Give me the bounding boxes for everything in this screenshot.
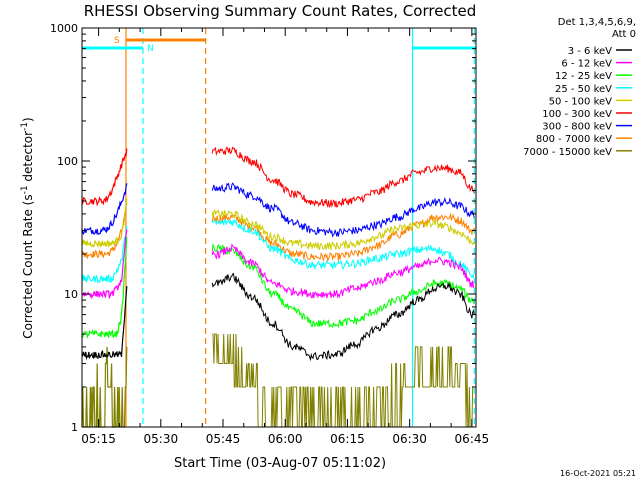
series-post-line-7: [211, 212, 475, 262]
chart-title: RHESSI Observing Summary Count Rates, Co…: [84, 2, 477, 20]
series-pre-line-5: [81, 148, 128, 207]
axes: 1 10 100 1000 05:15 05:30 05:45 06:00 06:15 06:30…: [50, 22, 489, 446]
x-tick-label-1: 05:30: [144, 432, 179, 446]
series-post-line-2: [211, 243, 475, 329]
series-post-line-0: [211, 272, 475, 362]
legend-label-2: 12 - 25 keV: [555, 71, 612, 82]
series-pre-line-0: [81, 286, 128, 361]
series-pre-line-7: [81, 202, 128, 260]
series-post-line-3: [211, 218, 475, 279]
svg-text:Corrected Count Rate (s-1 dete: Corrected Count Rate (s-1 detector-1): [20, 117, 35, 338]
x-axis-label: Start Time (03-Aug-07 05:11:02): [174, 456, 386, 471]
plot-area: SN: [81, 28, 476, 428]
series-post-line-1: [211, 243, 475, 299]
legend-header-0: Det 1,3,4,5,6,9,: [558, 17, 636, 28]
x-tick-label-0: 05:15: [81, 432, 116, 446]
legend-header-1: Att 0: [612, 29, 636, 40]
legend-label-3: 25 - 50 keV: [555, 84, 612, 95]
flag-label-0: S: [114, 36, 120, 46]
series-pre-line-6: [81, 183, 128, 235]
legend-label-8: 7000 - 15000 keV: [523, 147, 612, 158]
series-post-line-8: [212, 333, 475, 428]
y-tick-label-2: 100: [57, 155, 78, 168]
series-pre-line-3: [81, 225, 128, 284]
x-tick-label-3: 06:00: [268, 432, 303, 446]
series-pre-line-4: [81, 198, 128, 249]
plot-frame: [81, 27, 477, 428]
series-post-line-4: [211, 208, 475, 251]
x-tick-label-5: 06:30: [392, 432, 427, 446]
y-tick-label-3: 1000: [50, 22, 78, 35]
legend-label-1: 6 - 12 keV: [561, 59, 612, 70]
legend-label-6: 300 - 800 keV: [542, 122, 612, 133]
x-tick-label-2: 05:45: [206, 432, 241, 446]
x-tick-label-6: 06:45: [455, 432, 490, 446]
y-tick-label-1: 10: [64, 288, 78, 301]
series-post-line-6: [211, 182, 475, 238]
series-post-line-5: [211, 146, 475, 209]
y-tick-label-0: 1: [71, 421, 78, 434]
legend-label-4: 50 - 100 keV: [549, 96, 613, 107]
flag-label-1: N: [147, 44, 154, 54]
legend-label-0: 3 - 6 keV: [568, 46, 612, 57]
y-axis-label: Corrected Count Rate (s-1 detector-1): [20, 117, 35, 338]
x-tick-label-4: 06:15: [330, 432, 365, 446]
legend: Det 1,3,4,5,6,9,Att 03 - 6 keV 6 - 12 keV…: [523, 17, 636, 158]
series-pre-line-2: [81, 236, 128, 340]
legend-label-7: 800 - 7000 keV: [536, 134, 612, 145]
generation-timestamp: 16-Oct-2021 05:21: [560, 469, 636, 478]
legend-label-5: 100 - 300 keV: [542, 109, 612, 120]
